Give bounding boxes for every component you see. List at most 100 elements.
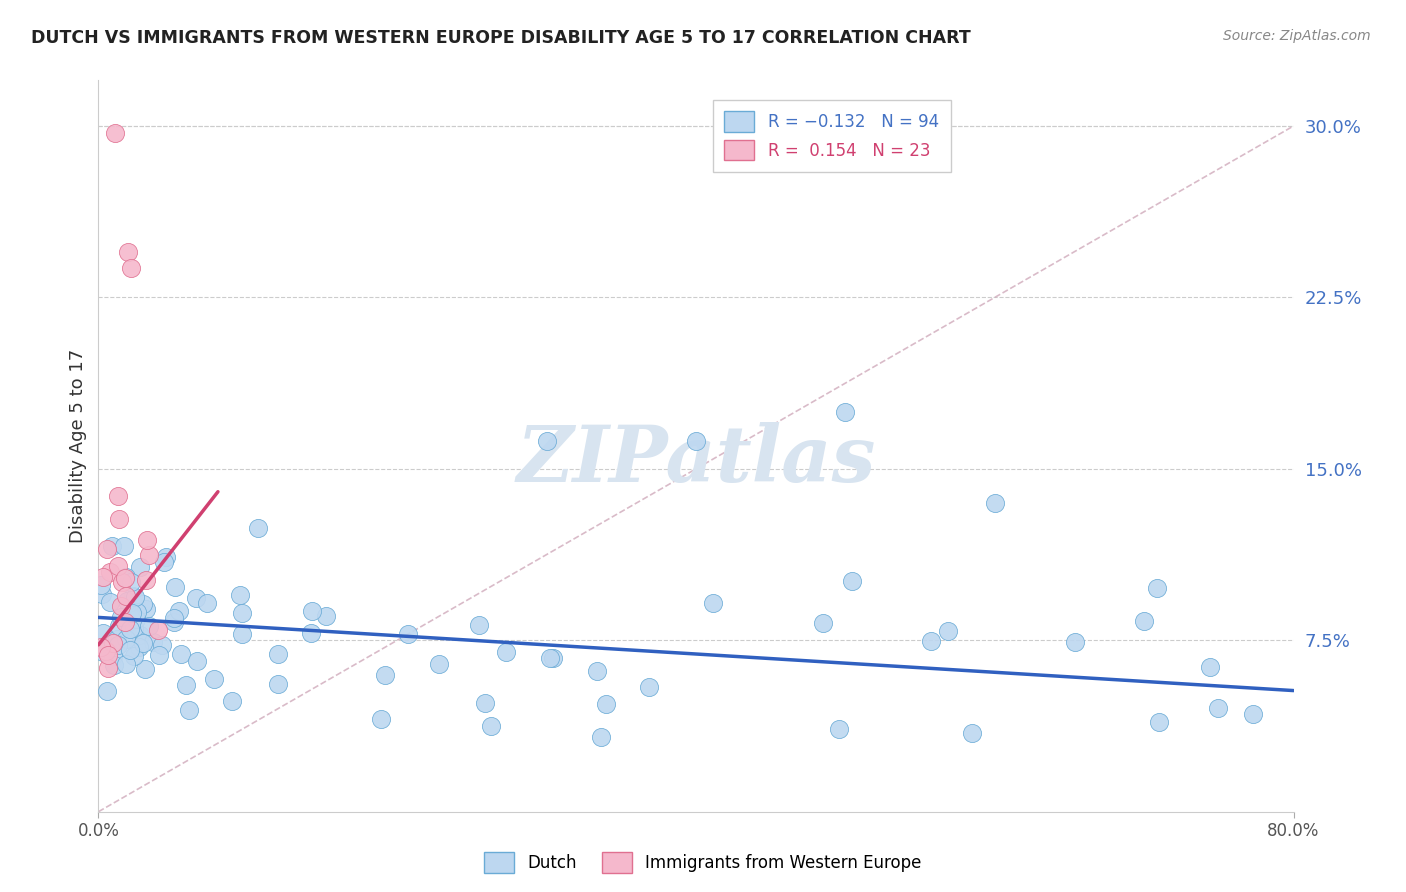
Point bbox=[1133, 615, 1156, 629]
Point bbox=[184, 591, 207, 606]
Legend: R = −0.132   N = 94, R =  0.154   N = 23: R = −0.132 N = 94, R = 0.154 N = 23 bbox=[713, 100, 950, 172]
Point bbox=[128, 560, 150, 574]
Y-axis label: Disability Age 5 to 17: Disability Age 5 to 17 bbox=[69, 349, 87, 543]
Point bbox=[114, 615, 136, 629]
Point bbox=[136, 533, 159, 548]
Point bbox=[124, 590, 146, 604]
Point bbox=[1146, 581, 1168, 595]
Point bbox=[111, 575, 134, 590]
Point bbox=[96, 643, 118, 657]
Point bbox=[128, 640, 150, 654]
Point bbox=[101, 635, 124, 649]
Point bbox=[536, 434, 558, 449]
Point bbox=[110, 610, 132, 624]
Point bbox=[266, 647, 288, 661]
Point bbox=[115, 632, 138, 646]
Point bbox=[221, 693, 243, 707]
Point bbox=[479, 719, 502, 733]
Point bbox=[122, 589, 145, 603]
Point bbox=[101, 648, 124, 663]
Point bbox=[170, 647, 193, 661]
Point bbox=[231, 627, 253, 641]
Point bbox=[98, 595, 121, 609]
Point bbox=[135, 574, 157, 588]
Point bbox=[110, 599, 132, 613]
Point bbox=[117, 244, 139, 259]
Point bbox=[107, 559, 129, 574]
Point bbox=[247, 521, 270, 535]
Point bbox=[120, 622, 142, 636]
Point bbox=[1149, 714, 1171, 729]
Point bbox=[108, 512, 131, 526]
Point bbox=[104, 126, 127, 140]
Point bbox=[828, 723, 851, 737]
Point bbox=[315, 608, 337, 623]
Point bbox=[135, 602, 157, 616]
Point bbox=[153, 555, 176, 569]
Point bbox=[174, 678, 197, 692]
Point bbox=[127, 606, 149, 620]
Point bbox=[685, 434, 707, 449]
Point bbox=[131, 636, 153, 650]
Point bbox=[120, 642, 142, 657]
Point bbox=[1199, 659, 1222, 673]
Legend: Dutch, Immigrants from Western Europe: Dutch, Immigrants from Western Europe bbox=[478, 846, 928, 880]
Point bbox=[107, 489, 129, 503]
Point bbox=[585, 664, 607, 678]
Point bbox=[125, 612, 148, 626]
Point bbox=[267, 677, 290, 691]
Point bbox=[142, 635, 165, 649]
Point bbox=[131, 597, 153, 611]
Point bbox=[96, 541, 118, 556]
Point bbox=[177, 703, 200, 717]
Text: Source: ZipAtlas.com: Source: ZipAtlas.com bbox=[1223, 29, 1371, 43]
Point bbox=[186, 654, 208, 668]
Point bbox=[120, 260, 142, 275]
Point bbox=[148, 648, 170, 663]
Point bbox=[841, 574, 863, 588]
Point bbox=[103, 657, 125, 672]
Point bbox=[114, 571, 136, 585]
Point bbox=[91, 570, 114, 584]
Point bbox=[301, 626, 323, 640]
Point bbox=[107, 619, 129, 633]
Point bbox=[1241, 707, 1264, 722]
Point bbox=[91, 644, 114, 658]
Point bbox=[134, 662, 156, 676]
Point bbox=[1064, 635, 1087, 649]
Point bbox=[229, 588, 252, 602]
Point bbox=[702, 596, 724, 610]
Point bbox=[97, 648, 120, 663]
Point bbox=[474, 696, 496, 710]
Point bbox=[121, 606, 143, 620]
Point bbox=[120, 574, 142, 589]
Point bbox=[90, 577, 112, 591]
Point bbox=[204, 672, 226, 686]
Point bbox=[96, 683, 118, 698]
Point bbox=[374, 668, 396, 682]
Point bbox=[97, 660, 120, 674]
Point bbox=[101, 540, 124, 554]
Point bbox=[138, 618, 160, 632]
Point bbox=[813, 615, 835, 630]
Text: ZIPatlas: ZIPatlas bbox=[516, 423, 876, 499]
Point bbox=[107, 638, 129, 652]
Point bbox=[231, 606, 253, 620]
Point bbox=[148, 624, 170, 638]
Point bbox=[370, 712, 392, 726]
Point bbox=[984, 496, 1007, 510]
Point bbox=[396, 627, 419, 641]
Point bbox=[591, 730, 613, 744]
Point bbox=[468, 617, 491, 632]
Point bbox=[129, 628, 152, 642]
Point bbox=[962, 726, 984, 740]
Point bbox=[543, 650, 565, 665]
Point bbox=[195, 596, 218, 610]
Point bbox=[495, 645, 517, 659]
Point bbox=[124, 648, 146, 663]
Point bbox=[1206, 700, 1229, 714]
Point bbox=[163, 611, 186, 625]
Point bbox=[155, 550, 177, 565]
Point bbox=[90, 640, 112, 654]
Point bbox=[427, 657, 450, 672]
